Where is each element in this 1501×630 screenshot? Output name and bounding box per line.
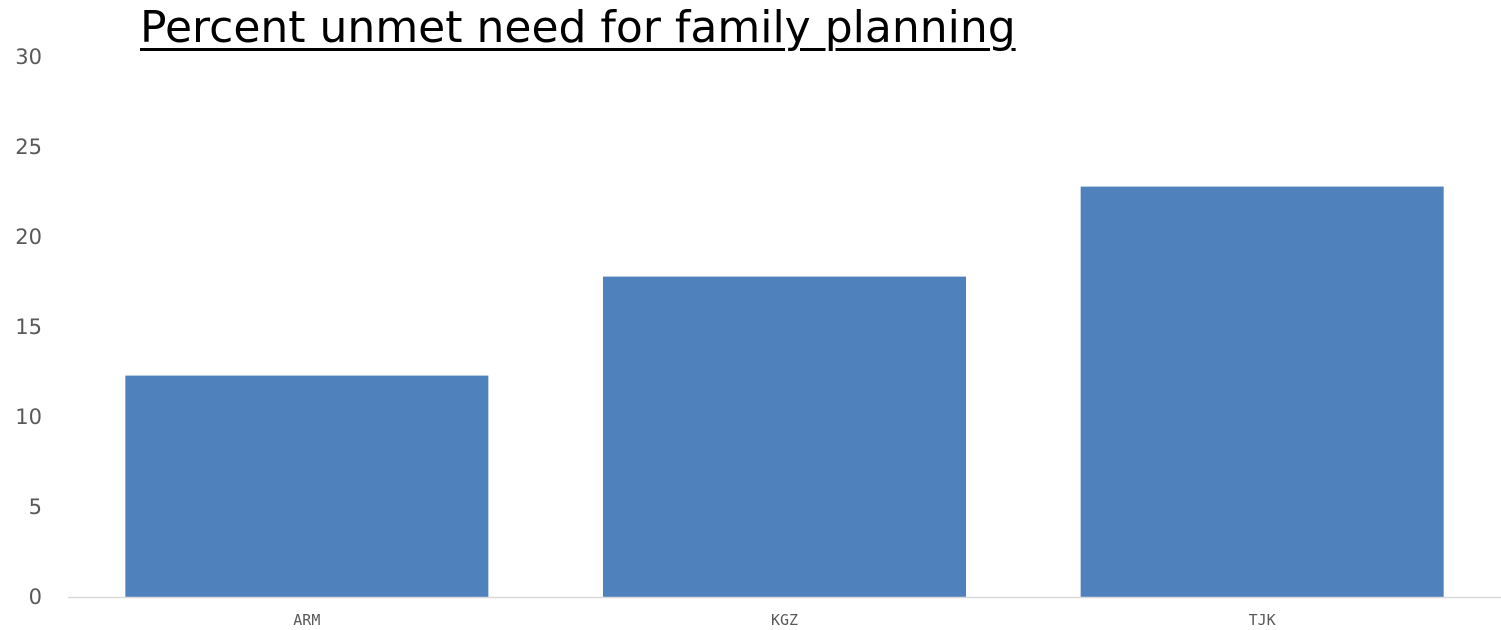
- y-tick-label: 0: [29, 585, 42, 609]
- bar-tjk: [1080, 186, 1444, 597]
- y-tick-label: 5: [29, 495, 42, 519]
- y-tick-label: 25: [15, 135, 42, 159]
- bar-arm: [125, 375, 489, 597]
- y-tick-label: 20: [15, 225, 42, 249]
- chart-title: Percent unmet need for family planning: [140, 2, 1016, 53]
- bars: [125, 186, 1444, 597]
- x-tick-label-kgz: KGZ: [771, 611, 798, 629]
- y-tick-label: 15: [15, 315, 42, 339]
- bar-kgz: [602, 276, 967, 597]
- x-axis-ticks: ARM KGZ TJK: [293, 611, 1275, 629]
- y-axis-ticks: 0 5 10 15 20 25 30: [15, 45, 42, 609]
- x-tick-label-arm: ARM: [293, 611, 320, 629]
- x-tick-label-tjk: TJK: [1249, 611, 1276, 629]
- y-tick-label: 30: [15, 45, 42, 69]
- y-tick-label: 10: [15, 405, 42, 429]
